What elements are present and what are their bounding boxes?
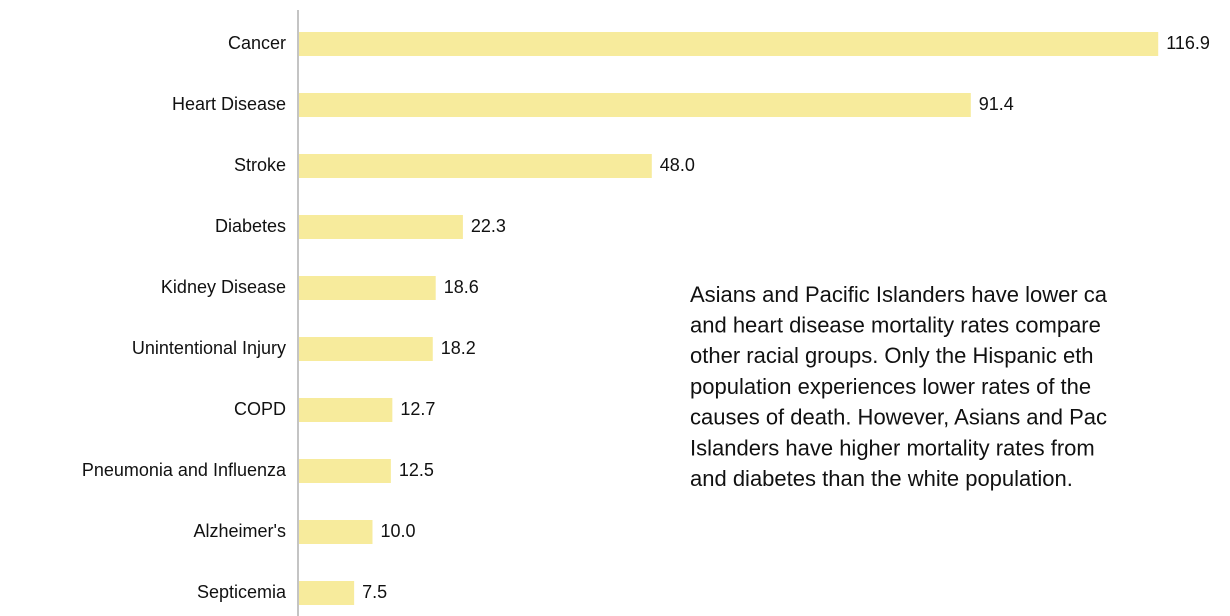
- y-tick-label: Stroke: [234, 155, 286, 175]
- y-tick-label: COPD: [234, 399, 286, 419]
- value-label: 12.7: [400, 399, 435, 419]
- bar: [299, 337, 433, 361]
- bar: [299, 276, 436, 300]
- bar: [299, 215, 463, 239]
- y-tick-label: Septicemia: [197, 582, 287, 602]
- y-tick-label: Unintentional Injury: [132, 338, 286, 358]
- annotation: Islanders have higher mortality rates fr…: [690, 435, 1095, 460]
- bar: [299, 520, 373, 544]
- y-tick-label: Kidney Disease: [161, 277, 286, 297]
- value-label: 116.9: [1166, 33, 1210, 53]
- bar: [299, 459, 391, 483]
- y-tick-label: Diabetes: [215, 216, 286, 236]
- value-label: 7.5: [362, 582, 387, 602]
- value-label: 10.0: [381, 521, 416, 541]
- bar: [299, 581, 355, 605]
- y-tick-label: Alzheimer's: [194, 521, 286, 541]
- value-label: 12.5: [399, 460, 434, 480]
- annotation: population experiences lower rates of th…: [690, 374, 1091, 399]
- value-label: 91.4: [979, 94, 1014, 114]
- bar: [299, 154, 652, 178]
- annotation: and diabetes than the white population.: [690, 466, 1073, 491]
- annotation: Asians and Pacific Islanders have lower …: [690, 282, 1108, 307]
- annotation: causes of death. However, Asians and Pac: [690, 405, 1107, 430]
- y-tick-label: Pneumonia and Influenza: [82, 460, 287, 480]
- value-label: 18.6: [444, 277, 479, 297]
- bar: [299, 398, 393, 422]
- y-tick-label: Heart Disease: [172, 94, 286, 114]
- value-label: 18.2: [441, 338, 476, 358]
- bar: [299, 93, 971, 117]
- value-label: 48.0: [660, 155, 695, 175]
- annotation: and heart disease mortality rates compar…: [690, 313, 1101, 338]
- annotation: other racial groups. Only the Hispanic e…: [690, 343, 1094, 368]
- value-label: 22.3: [471, 216, 506, 236]
- y-tick-label: Cancer: [228, 33, 286, 53]
- bar: [299, 32, 1159, 56]
